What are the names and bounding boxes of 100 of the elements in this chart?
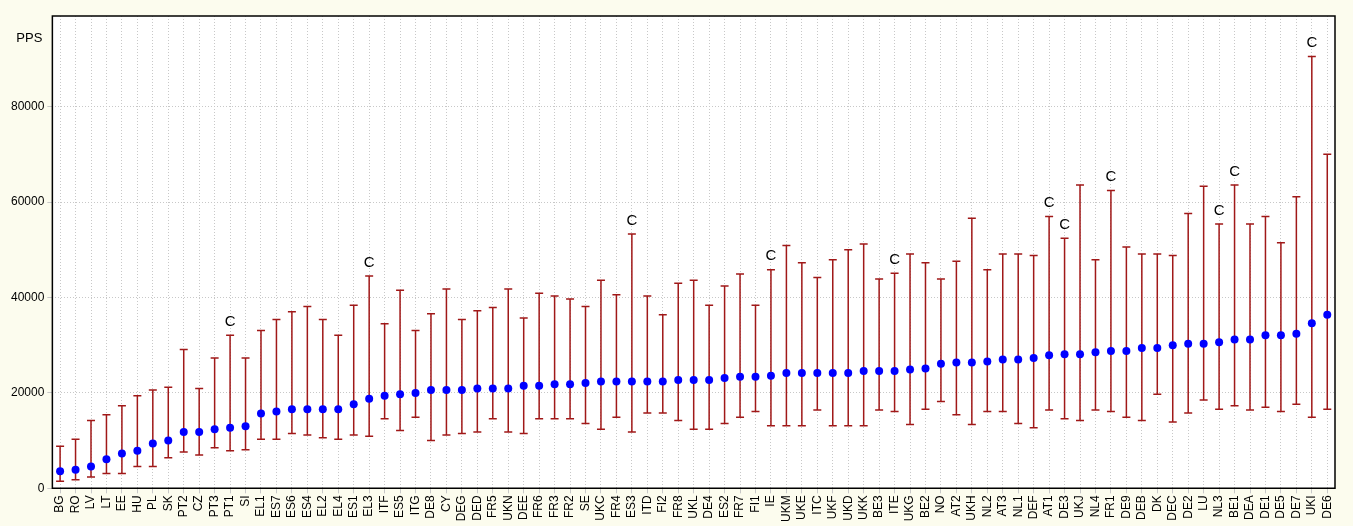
x-tick-label: PT3 <box>206 495 221 518</box>
x-tick-label: PL <box>145 495 160 511</box>
x-tick-label: ES6 <box>284 495 299 519</box>
x-tick-label: DE7 <box>1288 495 1303 519</box>
x-tick-label: EL2 <box>315 495 330 517</box>
x-tick-label: SE <box>577 495 592 512</box>
x-tick-label: UKM <box>778 495 793 523</box>
x-tick-label: ES7 <box>268 495 283 519</box>
x-tick-label: NL3 <box>1211 495 1226 518</box>
y-tick-label: 40000 <box>10 289 45 304</box>
x-tick-label: PT2 <box>176 495 191 518</box>
x-tick-label: ITF <box>376 495 391 514</box>
x-tick-label: UKJ <box>1072 495 1087 519</box>
x-tick-label: BG <box>52 495 67 513</box>
x-tick-label: FR7 <box>732 495 747 519</box>
x-tick-label: FR3 <box>546 495 561 519</box>
annotation: C <box>1105 167 1117 185</box>
annotation: C <box>1043 193 1055 211</box>
x-tick-label: DK <box>1149 495 1164 513</box>
annotation: C <box>765 246 777 264</box>
x-tick-label: FI2 <box>655 495 670 513</box>
x-tick-label: DE6 <box>1319 495 1334 519</box>
y-tick-label: 80000 <box>10 98 45 113</box>
annotation: C <box>889 249 901 267</box>
x-tick-label: UKC <box>593 495 608 521</box>
x-tick-label: RO <box>67 495 82 514</box>
x-tick-label: DEG <box>454 495 469 522</box>
y-tick-label: 20000 <box>10 385 45 400</box>
x-tick-label: NL2 <box>979 495 994 518</box>
x-tick-label: ES4 <box>299 495 314 519</box>
y-tick-label: 0 <box>37 480 45 495</box>
x-tick-label: AT2 <box>948 495 963 517</box>
annotation: C <box>1059 214 1071 232</box>
x-tick-label: AT3 <box>995 495 1010 517</box>
x-tick-label: PT1 <box>222 495 237 518</box>
x-tick-label: UKH <box>964 495 979 521</box>
x-tick-label: FR2 <box>562 495 577 519</box>
annotation: C <box>1306 33 1318 51</box>
x-tick-label: NL1 <box>1010 495 1025 518</box>
x-tick-label: SI <box>237 495 252 507</box>
annotation: C <box>1229 161 1241 179</box>
x-tick-label: EL1 <box>253 495 268 517</box>
x-tick-label: FR6 <box>531 495 546 519</box>
x-tick-label: CY <box>438 495 453 513</box>
x-tick-label: DEC <box>1165 495 1180 521</box>
x-tick-label: IE <box>763 495 778 507</box>
x-tick-label: UKD <box>840 495 855 521</box>
x-tick-label: UKE <box>794 495 809 521</box>
x-tick-label: SK <box>160 495 175 512</box>
x-tick-label: UKK <box>855 495 870 521</box>
x-tick-label: LT <box>98 494 113 509</box>
x-tick-label: DE2 <box>1180 495 1195 519</box>
x-tick-label: DEB <box>1134 495 1149 521</box>
x-tick-label: ES2 <box>716 495 731 519</box>
x-tick-label: DEE <box>516 495 531 521</box>
x-tick-label: DE9 <box>1118 495 1133 519</box>
y-tick-label: 60000 <box>10 194 45 209</box>
x-tick-label: BE3 <box>871 495 886 519</box>
x-tick-label: ITD <box>639 495 654 515</box>
x-tick-label: DE1 <box>1257 495 1272 519</box>
x-tick-label: CZ <box>191 495 206 512</box>
annotation: C <box>626 210 638 228</box>
x-tick-label: ITE <box>886 495 901 515</box>
x-tick-label: FR8 <box>670 495 685 519</box>
x-tick-label: FR4 <box>608 495 623 519</box>
x-tick-label: EE <box>114 495 129 512</box>
x-tick-label: ITG <box>407 495 422 516</box>
x-tick-label: UKF <box>825 495 840 520</box>
x-tick-label: ES1 <box>346 495 361 519</box>
annotation: C <box>224 311 236 329</box>
x-tick-label: DED <box>469 495 484 521</box>
x-tick-label: UKN <box>500 495 515 521</box>
x-tick-label: DE8 <box>423 495 438 519</box>
x-tick-label: DE4 <box>701 495 716 519</box>
x-tick-label: DEF <box>1025 495 1040 520</box>
annotation: C <box>363 252 375 270</box>
x-tick-label: AT1 <box>1041 495 1056 517</box>
x-tick-label: EL3 <box>361 495 376 517</box>
x-tick-label: LV <box>83 495 98 510</box>
x-tick-label: ES5 <box>392 495 407 519</box>
x-tick-label: UKI <box>1304 495 1319 516</box>
x-tick-label: NO <box>933 495 948 514</box>
x-tick-label: EL4 <box>330 495 345 517</box>
x-tick-label: ES3 <box>624 495 639 519</box>
x-tick-label: BE1 <box>1226 495 1241 519</box>
y-axis-title: PPS <box>16 29 43 45</box>
x-tick-label: UKG <box>902 495 917 522</box>
annotation: C <box>1213 200 1225 218</box>
x-tick-label: FR5 <box>485 495 500 519</box>
x-tick-label: LU <box>1195 495 1210 511</box>
x-tick-label: NL4 <box>1087 495 1102 518</box>
x-tick-label: FI1 <box>747 495 762 513</box>
x-tick-label: BE2 <box>917 495 932 519</box>
x-tick-label: ITC <box>809 495 824 515</box>
x-tick-label: DE5 <box>1273 495 1288 519</box>
x-tick-label: DEA <box>1242 495 1257 521</box>
x-tick-label: DE3 <box>1056 495 1071 519</box>
x-tick-label: FR1 <box>1103 495 1118 519</box>
x-tick-label: HU <box>129 495 144 513</box>
x-tick-label: UKL <box>686 495 700 519</box>
